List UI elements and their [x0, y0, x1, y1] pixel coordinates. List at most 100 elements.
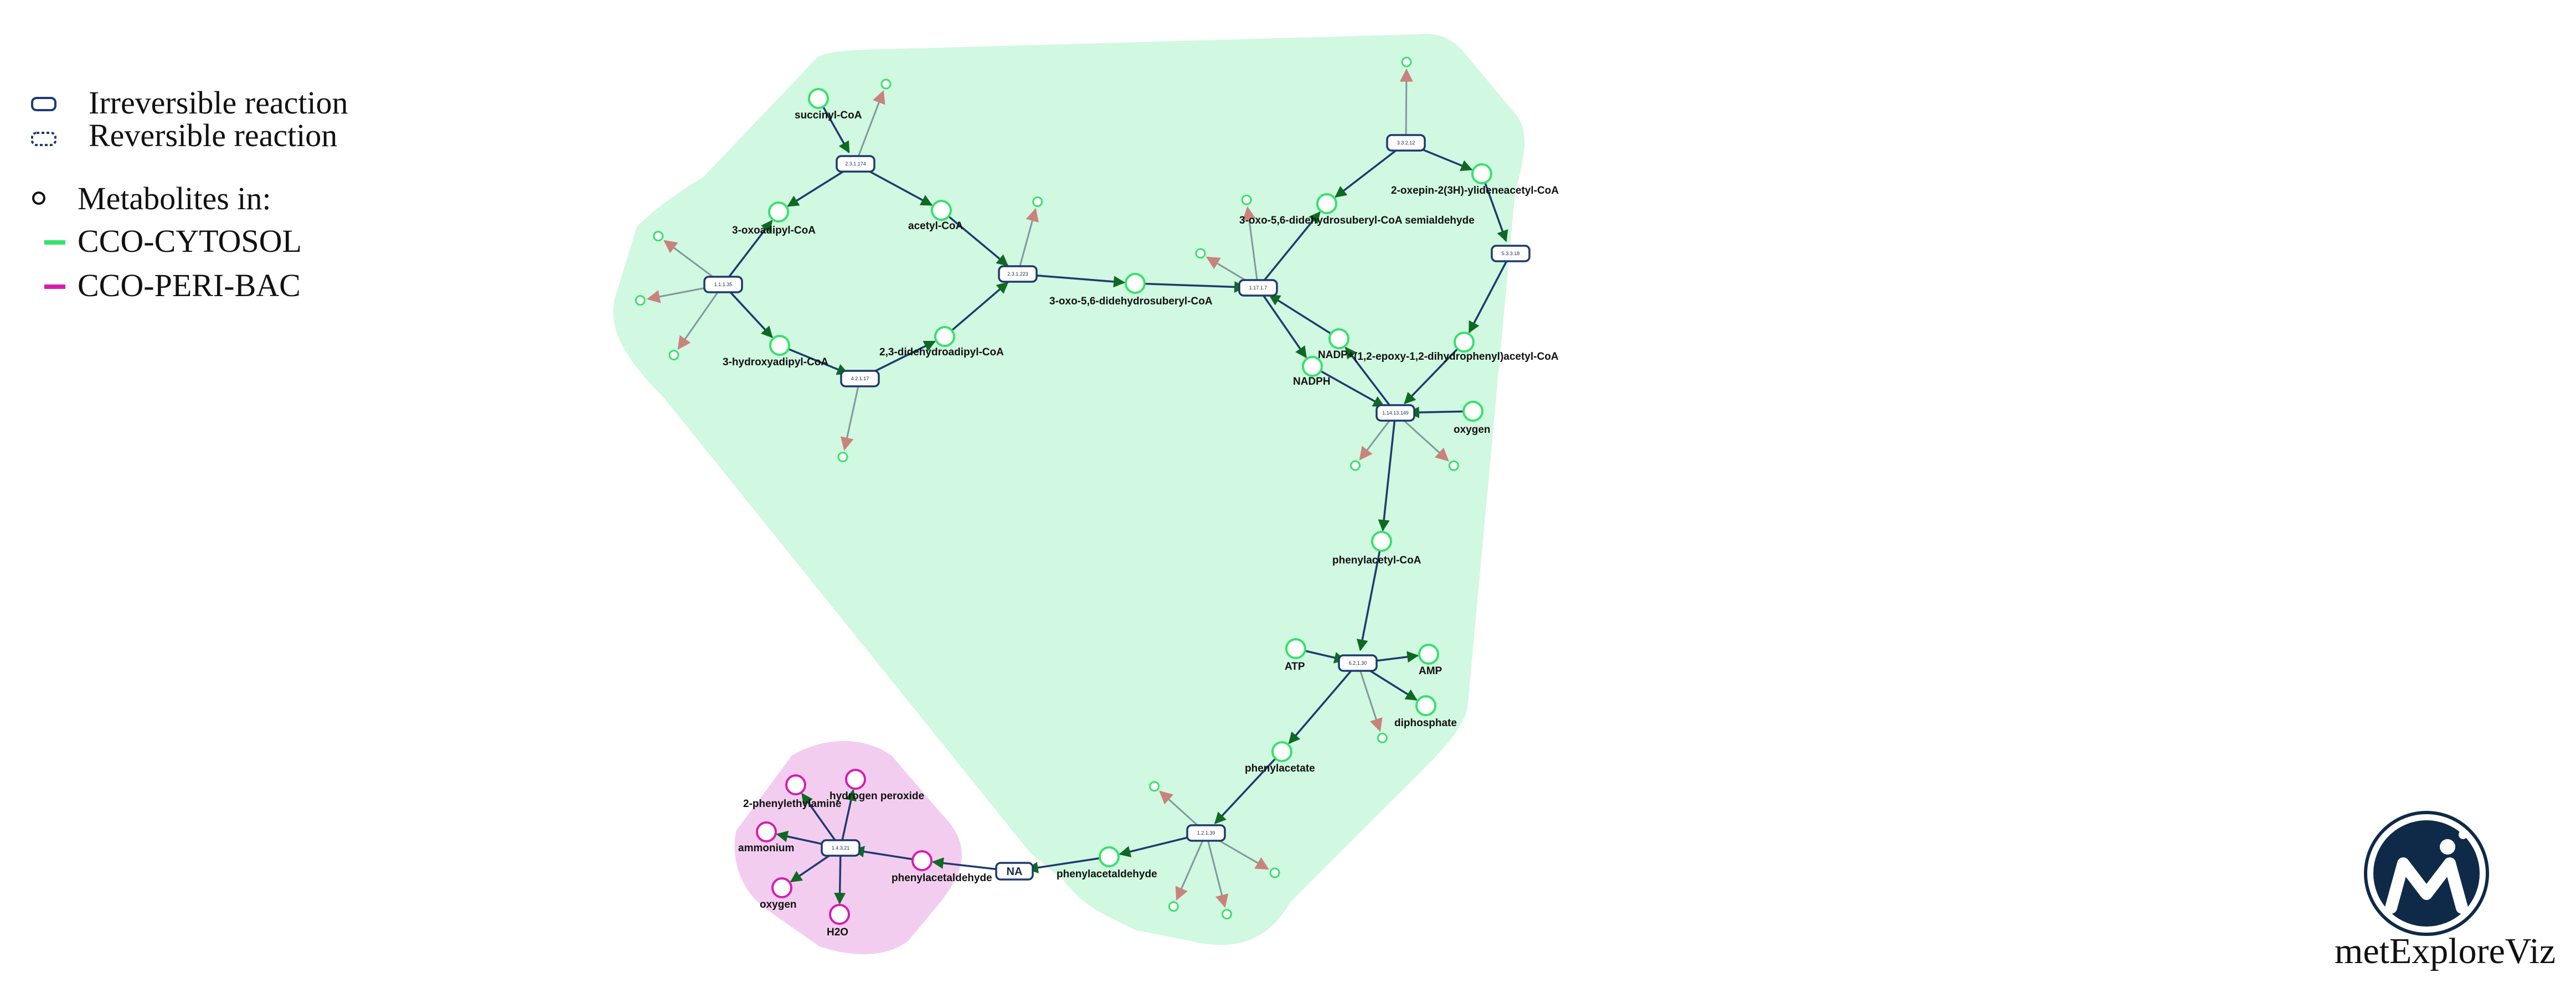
- metabolite-node-circle[interactable]: [1302, 356, 1323, 377]
- side-compound-node[interactable]: [1269, 867, 1280, 878]
- metabolite-label: 3-oxoadipyl-CoA: [732, 225, 816, 236]
- reaction-node-box[interactable]: [998, 265, 1038, 283]
- metabolite-node-circle[interactable]: [1271, 741, 1292, 762]
- side-compound-node[interactable]: [1032, 196, 1043, 207]
- reaction-r7[interactable]: 5.3.3.18: [1491, 245, 1531, 262]
- metabolite-node-circle[interactable]: [1418, 644, 1439, 665]
- metabolite-node-circle[interactable]: [845, 769, 866, 790]
- metabolite-node-circle[interactable]: [808, 88, 829, 109]
- metabolite-node-circle[interactable]: [756, 821, 777, 842]
- reaction-r8[interactable]: 1.14.13.149: [1375, 404, 1415, 422]
- side-compound-node[interactable]: [1241, 194, 1252, 205]
- side-compound-edge: [1242, 206, 1259, 288]
- metabolite-node-circle[interactable]: [1328, 328, 1349, 349]
- metabolite-node-circle[interactable]: [768, 201, 789, 223]
- metabolite-acetyl[interactable]: acetyl-CoA: [908, 200, 964, 232]
- metabolite-nodes[interactable]: succinyl-CoA 3-oxoadipyl-CoA acetyl-CoA 3-h…: [723, 88, 1559, 938]
- reaction-node-box[interactable]: [1186, 824, 1226, 842]
- side-compound-node[interactable]: [1168, 901, 1179, 912]
- reaction-node-box[interactable]: [1491, 245, 1531, 262]
- reaction-r11[interactable]: 1.4.3.21: [821, 839, 861, 857]
- metabolite-phenylacetate[interactable]: phenylacetate: [1245, 741, 1315, 774]
- reaction-edge: [1335, 142, 1407, 198]
- metabolite-oxepin[interactable]: 2-oxepin-2(3H)-ylideneacetyl-CoA: [1391, 163, 1559, 196]
- metabolite-hydroxyadipyl[interactable]: 3-hydroxyadipyl-CoA: [723, 335, 828, 368]
- metabolite-phenylacetylcoa[interactable]: phenylacetyl-CoA: [1332, 531, 1421, 566]
- side-compound-node[interactable]: [1350, 460, 1361, 471]
- metabolite-nadph[interactable]: NADPH: [1293, 356, 1331, 387]
- reaction-node-box[interactable]: [1238, 279, 1278, 297]
- side-compound-node[interactable]: [1377, 732, 1388, 743]
- reaction-r3[interactable]: 4.2.1.17: [840, 370, 880, 387]
- side-compound-node[interactable]: [1195, 248, 1206, 259]
- reaction-node-box[interactable]: [821, 839, 861, 857]
- metabolite-node-circle[interactable]: [1415, 695, 1436, 716]
- metabolite-node-circle[interactable]: [1454, 332, 1475, 353]
- metabolite-phenylethylamine[interactable]: 2-phenylethylamine: [743, 774, 841, 810]
- metabolite-diphosphate[interactable]: diphosphate: [1394, 695, 1457, 729]
- side-compound-node[interactable]: [837, 452, 848, 463]
- reaction-node-box[interactable]: [1338, 654, 1378, 672]
- metabolite-node-circle[interactable]: [1125, 273, 1146, 294]
- metabolite-legend-icon: [32, 192, 45, 205]
- metabolite-node-circle[interactable]: [771, 877, 792, 898]
- reaction-r6[interactable]: 3.3.2.12: [1386, 134, 1426, 152]
- metabolite-node-circle[interactable]: [934, 326, 955, 347]
- metabolite-node-circle[interactable]: [829, 904, 850, 925]
- metabolite-amp[interactable]: AMP: [1418, 644, 1442, 677]
- side-compound-node[interactable]: [880, 79, 892, 90]
- reaction-r1[interactable]: 2.3.1.174: [836, 155, 875, 173]
- metabolite-oxygen_top[interactable]: oxygen: [1454, 401, 1491, 436]
- metabolite-node-circle[interactable]: [785, 774, 806, 795]
- metabolite-node-circle[interactable]: [1462, 401, 1483, 422]
- metabolite-label: succinyl-CoA: [795, 110, 862, 121]
- reaction-r4[interactable]: 2.3.1.223: [998, 265, 1038, 283]
- metabolite-node-circle[interactable]: [931, 200, 952, 221]
- metabolite-node-circle[interactable]: [1316, 193, 1337, 214]
- metabolite-atp[interactable]: ATP: [1285, 638, 1306, 672]
- reaction-r2[interactable]: 1.1.1.35: [703, 276, 743, 293]
- reaction-node-box[interactable]: [836, 155, 875, 173]
- metabolite-h2o[interactable]: H2O: [827, 904, 850, 938]
- side-compound-node[interactable]: [1401, 56, 1412, 68]
- reaction-na[interactable]: NA: [995, 862, 1034, 881]
- metabolite-node-circle[interactable]: [1471, 163, 1492, 184]
- logo-dot-large: [2440, 839, 2455, 855]
- metabolite-oxygen_peri[interactable]: oxygen: [760, 877, 797, 910]
- metabolite-phenylacetaldehyde_peri[interactable]: phenylacetaldehyde: [892, 850, 992, 884]
- metabolite-node-circle[interactable]: [1371, 531, 1392, 552]
- metabolite-node-circle[interactable]: [1099, 846, 1120, 867]
- metabolite-node-circle[interactable]: [769, 335, 790, 356]
- metabolite-didehydroadipyl[interactable]: 2,3-didehydroadipyl-CoA: [879, 326, 1004, 358]
- brand-name: metExploreViz: [2335, 931, 2556, 971]
- reaction-node-box[interactable]: [703, 276, 743, 293]
- metabolite-node-circle[interactable]: [1285, 638, 1306, 659]
- reaction-r10[interactable]: 1.2.1.39: [1186, 824, 1226, 842]
- metabolite-phenylacetaldehyde_cyt[interactable]: phenylacetaldehyde: [1057, 846, 1157, 880]
- reaction-r9[interactable]: 6.2.1.30: [1338, 654, 1378, 672]
- reaction-nodes[interactable]: 2.3.1.174 1.1.1.35 4.2.1.17 2.3.1.223 1.17.1…: [703, 134, 1531, 881]
- metabolite-node-circle[interactable]: [911, 850, 932, 871]
- metabolite-h2o2[interactable]: hydrogen peroxide: [830, 769, 924, 802]
- metabolite-semialdehyde[interactable]: 3-oxo-5,6-didehydrosuberyl-CoA semialdeh…: [1239, 193, 1475, 226]
- reaction-node-box[interactable]: [1386, 134, 1426, 152]
- side-compound-node[interactable]: [635, 295, 646, 306]
- metabolite-oxodidehydrosuberyl[interactable]: 3-oxo-5,6-didehydrosuberyl-CoA: [1049, 273, 1213, 307]
- side-compound-edge: [1357, 663, 1383, 732]
- side-compound-node[interactable]: [1149, 781, 1160, 792]
- metabolite-succinyl[interactable]: succinyl-CoA: [795, 88, 862, 121]
- reaction-r5[interactable]: 1.17.1.7: [1238, 279, 1278, 297]
- reaction-node-box[interactable]: [995, 862, 1034, 881]
- side-compound-node[interactable]: [1448, 460, 1459, 471]
- metabolite-label: 2-oxepin-2(3H)-ylideneacetyl-CoA: [1391, 185, 1559, 196]
- metabolite-nadp[interactable]: NADP+: [1318, 328, 1354, 361]
- side-compound-node[interactable]: [1221, 909, 1232, 920]
- reaction-node-box[interactable]: [840, 370, 880, 387]
- metabolite-ammonium[interactable]: ammonium: [738, 821, 794, 854]
- metabolite-epoxy[interactable]: (1,2-epoxy-1,2-dihydrophenyl)acetyl-CoA: [1354, 332, 1559, 363]
- side-compound-node[interactable]: [668, 349, 679, 360]
- metabolite-oxoadipyl[interactable]: 3-oxoadipyl-CoA: [732, 201, 816, 236]
- side-compound-node[interactable]: [653, 231, 664, 242]
- reaction-node-box[interactable]: [1375, 404, 1415, 422]
